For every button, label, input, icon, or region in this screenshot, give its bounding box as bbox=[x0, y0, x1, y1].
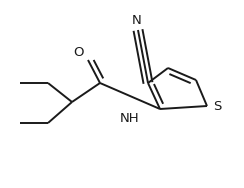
Text: N: N bbox=[132, 14, 142, 27]
Text: S: S bbox=[213, 99, 221, 112]
Text: O: O bbox=[74, 45, 84, 58]
Text: NH: NH bbox=[120, 112, 140, 126]
